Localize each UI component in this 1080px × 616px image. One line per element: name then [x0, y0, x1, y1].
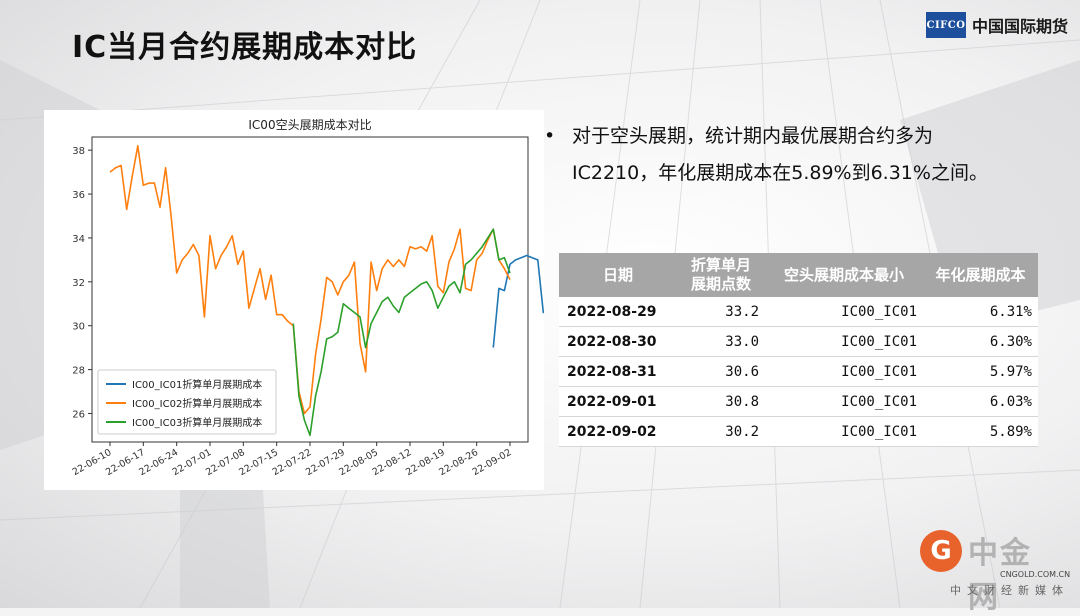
cell-date: 2022-08-31: [559, 356, 677, 387]
y-tick-label: 34: [72, 234, 85, 245]
bullet-line-2: IC2210，年化展期成本在5.89%到6.31%之间。: [572, 162, 988, 184]
rollover-cost-table: 日期 折算单月 展期点数 空头展期成本最小 年化展期成本 2022-08-29 33…: [559, 253, 1038, 447]
series-line-3: [292, 228, 511, 437]
cngold-watermark: G 中金网 CNGOLD.COM.CN 中文财经新媒体: [910, 530, 1070, 615]
cell-date: 2022-09-02: [559, 416, 677, 447]
watermark-tagline: 中文财经新媒体: [950, 584, 1069, 597]
table-row: 2022-09-02 30.2 IC00_IC01 5.89%: [559, 416, 1038, 447]
cell-contract: IC00_IC01: [765, 386, 923, 417]
cifco-logo-icon: CIFCO: [925, 12, 966, 38]
cell-points: 30.2: [677, 416, 765, 447]
cell-annual-cost: 6.03%: [923, 386, 1038, 417]
table-header-date: 日期: [559, 253, 677, 297]
company-logo: CIFCO 中国国际期货: [925, 10, 1068, 40]
legend-label-2: IC00_IC02折算单月展期成本: [132, 397, 262, 410]
cell-annual-cost: 5.89%: [923, 416, 1038, 447]
table-body: 2022-08-29 33.2 IC00_IC01 6.31% 2022-08-30 33…: [559, 297, 1038, 447]
table-row: 2022-08-30 33.0 IC00_IC01 6.30%: [559, 326, 1038, 357]
y-tick-label: 30: [72, 322, 85, 333]
table-row: 2022-08-29 33.2 IC00_IC01 6.31%: [559, 297, 1038, 327]
y-tick-label: 28: [72, 366, 85, 377]
cngold-logo-icon: G: [920, 530, 962, 572]
cell-annual-cost: 6.30%: [923, 326, 1038, 357]
summary-bullet: • 对于空头展期，统计期内最优展期合约多为 IC2210，年化展期成本在5.89…: [544, 118, 1044, 192]
chart-legend-box: [97, 369, 277, 435]
y-tick-label: 32: [72, 278, 85, 289]
cell-contract: IC00_IC01: [765, 326, 923, 357]
chart-svg: IC00空头展期成本对比2628303234363822-06-1022-06-…: [44, 110, 556, 490]
cell-points: 30.8: [677, 386, 765, 417]
cell-contract: IC00_IC01: [765, 297, 923, 327]
bullet-line-1: 对于空头展期，统计期内最优展期合约多为: [572, 125, 934, 147]
cell-date: 2022-09-01: [559, 386, 677, 417]
y-tick-label: 38: [72, 146, 85, 157]
cell-date: 2022-08-30: [559, 326, 677, 357]
watermark-name: 中金网: [968, 536, 1032, 615]
cell-annual-cost: 5.97%: [923, 356, 1038, 387]
table-row: 2022-08-31 30.6 IC00_IC01 5.97%: [559, 356, 1038, 387]
cell-contract: IC00_IC01: [765, 356, 923, 387]
watermark-url: CNGOLD.COM.CN: [1000, 570, 1071, 579]
legend-label-3: IC00_IC03折算单月展期成本: [132, 416, 262, 429]
y-tick-label: 36: [72, 190, 85, 201]
table-header-annual-cost: 年化展期成本: [923, 253, 1038, 297]
cell-points: 33.0: [677, 326, 765, 357]
table-row: 2022-09-01 30.8 IC00_IC01 6.03%: [559, 386, 1038, 417]
cell-contract: IC00_IC01: [765, 416, 923, 447]
y-tick-label: 26: [72, 409, 85, 420]
legend-label-1: IC00_IC01折算单月展期成本: [132, 378, 262, 391]
page-title: IC当月合约展期成本对比: [72, 30, 418, 65]
rollover-cost-chart: IC00空头展期成本对比 26 28 30 32 34 36 38 22-06-10 22-06-…: [44, 110, 556, 490]
table-header-min-contract: 空头展期成本最小: [765, 253, 923, 297]
cell-annual-cost: 6.31%: [923, 297, 1038, 327]
bullet-dot-icon: •: [544, 125, 556, 147]
cell-points: 30.6: [677, 356, 765, 387]
company-name: 中国国际期货: [971, 17, 1068, 36]
cell-points: 33.2: [677, 297, 765, 327]
series-line-2: [109, 145, 511, 415]
table-header-points: 折算单月 展期点数: [677, 253, 765, 297]
cell-date: 2022-08-29: [559, 297, 677, 327]
chart-title: IC00空头展期成本对比: [248, 118, 371, 132]
table-header-row: 日期 折算单月 展期点数 空头展期成本最小 年化展期成本: [559, 253, 1038, 297]
